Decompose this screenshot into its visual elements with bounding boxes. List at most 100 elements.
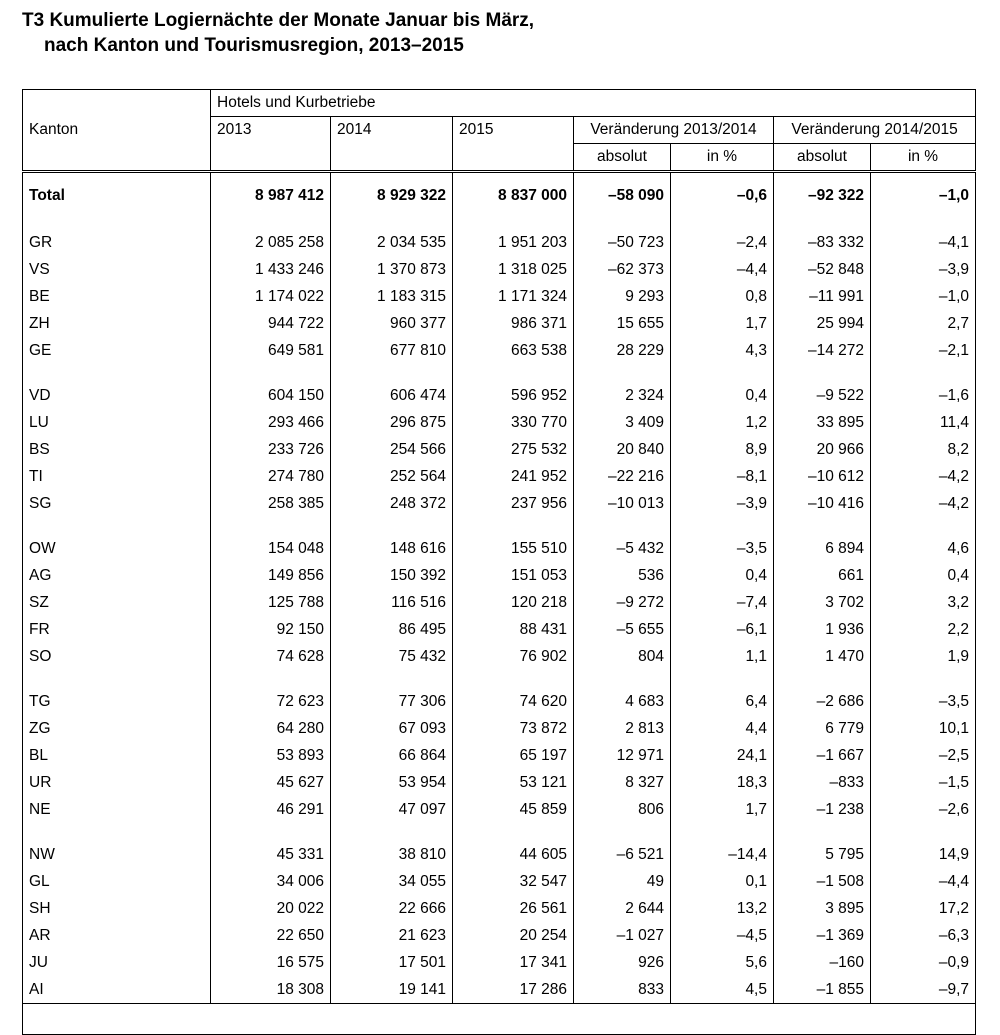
value-cell: 32 547 (452, 868, 574, 895)
value-cell: 241 952 (452, 463, 574, 490)
value-cell: –6,3 (869, 922, 977, 949)
value-cell: 22 666 (330, 895, 453, 922)
value-cell: –2,1 (869, 337, 977, 364)
kanton-cell: BS (22, 436, 211, 463)
value-cell: 1 174 022 (210, 283, 331, 310)
value-cell: 92 150 (210, 616, 331, 643)
value-cell: 46 291 (210, 796, 331, 823)
value-cell: 8,9 (670, 436, 774, 463)
value-cell: 154 048 (210, 535, 331, 562)
value-cell: –4,4 (869, 868, 977, 895)
value-cell: –6 521 (573, 841, 671, 868)
value-cell: –2,5 (869, 742, 977, 769)
value-cell: 47 097 (330, 796, 453, 823)
value-cell: 151 053 (452, 562, 574, 589)
value-cell: 125 788 (210, 589, 331, 616)
value-cell: –1,0 (869, 283, 977, 310)
value-cell: –1 238 (773, 796, 871, 823)
kanton-cell: SG (22, 490, 211, 517)
value-cell: 1 318 025 (452, 256, 574, 283)
value-cell: 4,5 (670, 976, 774, 1004)
value-cell: 1,1 (670, 643, 774, 670)
title-line-1: T3 Kumulierte Logiernächte der Monate Ja… (22, 10, 535, 31)
header-group: Hotels und Kurbetriebe (209, 89, 977, 117)
table-row: TI 274 780 252 564 241 952 –22 216 –8,1 –10 61… (22, 463, 977, 490)
row-spacer (22, 670, 977, 688)
value-cell: 10,1 (869, 715, 977, 742)
value-cell: 53 954 (330, 769, 453, 796)
value-cell: 0,4 (869, 562, 977, 589)
value-cell: 293 466 (210, 409, 331, 436)
table-row: UR 45 627 53 954 53 121 8 327 18,3 –833 –1,5 (22, 769, 977, 796)
kanton-cell: ZG (22, 715, 211, 742)
value-cell: –2,4 (670, 229, 774, 256)
value-cell: 0,4 (670, 562, 774, 589)
value-cell: 75 432 (330, 643, 453, 670)
title-line-2: nach Kanton und Tourismusregion, 2013–20… (44, 35, 464, 56)
value-cell: 8 837 000 (452, 181, 574, 211)
value-cell: 2,7 (869, 310, 977, 337)
value-cell: 86 495 (330, 616, 453, 643)
value-cell: –1 369 (773, 922, 871, 949)
value-cell: 17 501 (330, 949, 453, 976)
row-spacer (22, 170, 977, 181)
kanton-cell: TG (22, 688, 211, 715)
row-spacer (22, 517, 977, 535)
value-cell: 330 770 (452, 409, 574, 436)
value-cell: 14,9 (869, 841, 977, 868)
kanton-cell: TI (22, 463, 211, 490)
value-cell: 9 293 (573, 283, 671, 310)
kanton-cell: VS (22, 256, 211, 283)
value-cell: 65 197 (452, 742, 574, 769)
header-2015: 2015 (452, 116, 574, 172)
value-cell: 1 951 203 (452, 229, 574, 256)
value-cell: 275 532 (452, 436, 574, 463)
value-cell: –0,9 (869, 949, 977, 976)
kanton-cell: ZH (22, 310, 211, 337)
value-cell: 20 840 (573, 436, 671, 463)
header-absolut-1: absolut (573, 143, 671, 172)
value-cell: 8 929 322 (330, 181, 453, 211)
value-cell: 2 085 258 (210, 229, 331, 256)
value-cell: 74 628 (210, 643, 331, 670)
header-2013: 2013 (210, 116, 331, 172)
value-cell: –0,6 (670, 181, 774, 211)
table-row: GE 649 581 677 810 663 538 28 229 4,3 –14 272–… (22, 337, 977, 364)
value-cell: 45 627 (210, 769, 331, 796)
value-cell: –92 322 (773, 181, 871, 211)
table-row: BE 1 174 022 1 183 315 1 171 324 9 293 0,8 –11… (22, 283, 977, 310)
value-cell: –9 272 (573, 589, 671, 616)
value-cell: 248 372 (330, 490, 453, 517)
value-cell: 1 936 (773, 616, 871, 643)
value-cell: –833 (773, 769, 871, 796)
table-row: NE 46 291 47 097 45 859 806 1,7 –1 238 –2,6 (22, 796, 977, 823)
value-cell: 49 (573, 868, 671, 895)
value-cell: –2,6 (869, 796, 977, 823)
data-table: Kanton Hotels und Kurbetriebe 2013 2014 … (21, 89, 977, 1035)
table-row: NW 45 331 38 810 44 605 –6 521 –14,4 5 795 14,9 (22, 841, 977, 868)
value-cell: –58 090 (573, 181, 671, 211)
value-cell: 296 875 (330, 409, 453, 436)
table-row: VD 604 150 606 474 596 952 2 324 0,4 –9 522 –1,… (22, 382, 977, 409)
value-cell: 21 623 (330, 922, 453, 949)
header-pct-1: in % (670, 143, 774, 172)
kanton-cell: BE (22, 283, 211, 310)
value-cell: 677 810 (330, 337, 453, 364)
value-cell: 661 (773, 562, 871, 589)
value-cell: 16 575 (210, 949, 331, 976)
kanton-cell: SZ (22, 589, 211, 616)
kanton-cell: Total (22, 181, 211, 211)
kanton-cell: LU (22, 409, 211, 436)
value-cell: –5 655 (573, 616, 671, 643)
kanton-cell: OW (22, 535, 211, 562)
table-row: ZG 64 280 67 093 73 872 2 813 4,4 6 779 10,1 (22, 715, 977, 742)
value-cell: –9,7 (869, 976, 977, 1004)
value-cell: –2 686 (773, 688, 871, 715)
value-cell: 116 516 (330, 589, 453, 616)
value-cell: 13,2 (670, 895, 774, 922)
kanton-cell: AI (22, 976, 211, 1004)
value-cell: 45 859 (452, 796, 574, 823)
value-cell: 4,4 (670, 715, 774, 742)
value-cell: 4 683 (573, 688, 671, 715)
value-cell: –22 216 (573, 463, 671, 490)
